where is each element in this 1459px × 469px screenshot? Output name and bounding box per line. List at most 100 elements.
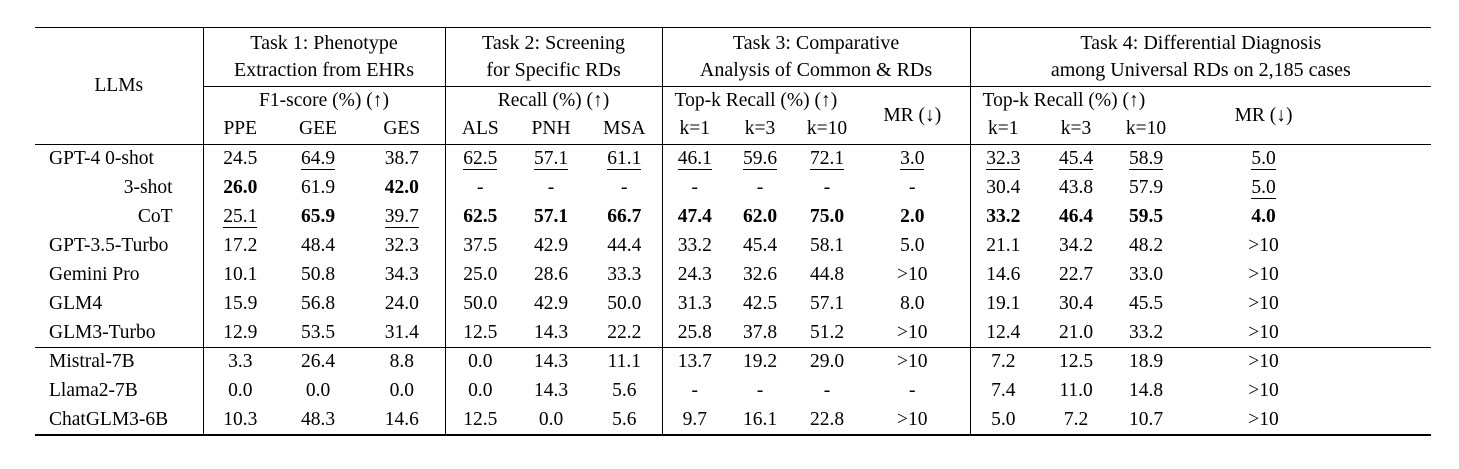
llm-name: GLM4 — [49, 293, 103, 314]
metric-value-cell: 46.1 — [661, 144, 728, 174]
metric-value: 0.0 — [468, 380, 493, 401]
metric-value-cell: 26.0 — [202, 173, 277, 203]
metric-value-cell: 45.5 — [1116, 290, 1176, 319]
metric-value-cell: 33.2 — [969, 202, 1037, 232]
metric-value-cell: 14.3 — [515, 347, 588, 377]
metric-value-cell: 48.4 — [277, 232, 359, 261]
llm-name: CoT — [137, 206, 173, 227]
metric-value-cell: 37.8 — [727, 319, 793, 348]
table-body: GPT-4 0-shot 24.5 64.9 38.7 62.5 57.1 61.1 46.1… — [35, 144, 1432, 435]
metric-value: 53.5 — [300, 321, 336, 343]
metric-value: >10 — [1248, 293, 1279, 314]
metric-value: 10.3 — [223, 408, 258, 430]
metric-value: >10 — [1248, 351, 1279, 373]
metric-value: 13.7 — [677, 351, 712, 373]
metric-value-cell: 64.9 — [277, 144, 359, 174]
metric-value-cell: 56.8 — [277, 290, 359, 319]
metric-value: 5.6 — [612, 408, 637, 430]
metric-value: 9.7 — [682, 408, 707, 430]
metric-value-cell: 12.5 — [444, 405, 516, 435]
llm-name: ChatGLM3-6B — [49, 408, 169, 430]
metric-value-cell: 22.7 — [1036, 261, 1116, 290]
metric-value: 19.2 — [742, 351, 778, 373]
metric-value-cell: 62.0 — [727, 203, 793, 232]
metric-value-cell: >10 — [861, 347, 971, 377]
task2-title: Task 2: Screening for Specific RDs — [444, 27, 663, 87]
metric-value-cell: 9.7 — [661, 405, 728, 435]
metric-value: 57.1 — [533, 206, 569, 227]
metric-value-cell: 42.9 — [515, 232, 587, 261]
metric-value: 19.1 — [986, 293, 1021, 314]
metric-value: >10 — [897, 264, 928, 285]
metric-value-cell: >10 — [1176, 319, 1431, 348]
metric-value-cell: 45.4 — [727, 232, 793, 261]
metric-value: 57.1 — [809, 293, 845, 314]
metric-value-cell: 0.0 — [202, 376, 277, 406]
metric-value-cell: 0.0 — [515, 406, 587, 435]
metric-value: 47.4 — [677, 206, 712, 227]
metric-value: 28.6 — [533, 264, 569, 285]
metric-value-cell: 0.0 — [444, 347, 516, 377]
llms-column-header: LLMs — [94, 75, 144, 96]
table-row: GPT-3.5-Turbo 17.2 48.4 32.3 37.5 42.9 44.4 33.… — [35, 231, 1431, 261]
metric-value: 61.9 — [300, 177, 336, 198]
table-row: GLM4 15.9 56.8 24.0 50.0 42.9 50.0 31.3 42.5 57.1… — [35, 289, 1431, 319]
metric-value: 48.4 — [300, 235, 336, 256]
metric-value: 42.5 — [742, 293, 778, 314]
metric-value-cell: 58.9 — [1116, 144, 1177, 174]
metric-value: >10 — [897, 351, 928, 373]
metric-value-cell: 42.9 — [515, 290, 587, 319]
metric-value-cell: - — [587, 174, 662, 203]
metric-value: 21.1 — [986, 235, 1021, 256]
metric-value-cell: 59.5 — [1116, 203, 1176, 232]
metric-value: 5.0 — [991, 408, 1016, 430]
metric-value-cell: 72.1 — [793, 144, 862, 174]
metric-value-cell: 21.1 — [969, 231, 1037, 261]
metric-value-cell: - — [515, 174, 587, 203]
metric-value: 17.2 — [223, 235, 258, 256]
metric-value-cell: 57.9 — [1116, 174, 1176, 203]
metric-value-cell: 65.9 — [277, 203, 359, 232]
metric-value: 5.6 — [612, 380, 637, 401]
metric-value: 22.7 — [1058, 264, 1094, 285]
metric-value-cell: - — [727, 174, 793, 203]
metric-value-cell: >10 — [1176, 290, 1431, 319]
metric-value: 50.0 — [463, 293, 498, 314]
llm-benchmark-table: LLMs Task 1: Phenotype Extraction from E… — [35, 27, 1432, 436]
metric-value-cell: 32.3 — [969, 144, 1037, 174]
metric-value-cell: 59.6 — [727, 144, 794, 174]
metric-value: 72.1 — [809, 148, 845, 171]
metric-value: 8.0 — [900, 293, 925, 314]
llm-name: Mistral-7B — [35, 347, 203, 377]
metric-value-cell: 34.3 — [359, 261, 445, 290]
metric-value: 58.9 — [1128, 148, 1164, 171]
metric-value-cell: 4.0 — [1176, 203, 1431, 232]
metric-value-cell: 48.2 — [1116, 232, 1176, 261]
metric-value: 48.3 — [300, 408, 336, 430]
llm-name: Llama2-7B — [49, 380, 138, 401]
metric-value: 18.9 — [1128, 351, 1164, 373]
metric-value-cell: 75.0 — [793, 203, 861, 232]
metric-value: 64.9 — [300, 148, 336, 171]
metric-value: 11.0 — [1059, 380, 1093, 401]
metric-value: - — [621, 177, 628, 198]
metric-value-cell: 7.2 — [1036, 406, 1116, 435]
metric-value: 32.6 — [742, 264, 778, 285]
metric-value: 12.4 — [986, 321, 1021, 343]
metric-value: 42.9 — [533, 293, 569, 314]
metric-value: 43.8 — [1058, 177, 1094, 198]
subcol-header-msa: MSA — [603, 118, 646, 140]
metric-value: - — [909, 177, 916, 198]
metric-value-cell: >10 — [861, 261, 970, 290]
metric-value-cell: 62.5 — [444, 144, 516, 174]
metric-value-cell: 50.8 — [277, 261, 359, 290]
subcol-header-ppe: PPE — [202, 114, 277, 145]
metric-value: 45.4 — [1058, 148, 1094, 171]
metric-value: >10 — [1248, 235, 1279, 256]
task-title-row: LLMs Task 1: Phenotype Extraction from E… — [35, 27, 1432, 96]
metric-value-cell: 17.2 — [202, 231, 277, 261]
metric-value: 59.5 — [1128, 206, 1164, 227]
metric-value: 11.1 — [607, 351, 641, 373]
metric-value: 12.5 — [463, 408, 498, 430]
metric-value-cell: - — [444, 173, 516, 203]
